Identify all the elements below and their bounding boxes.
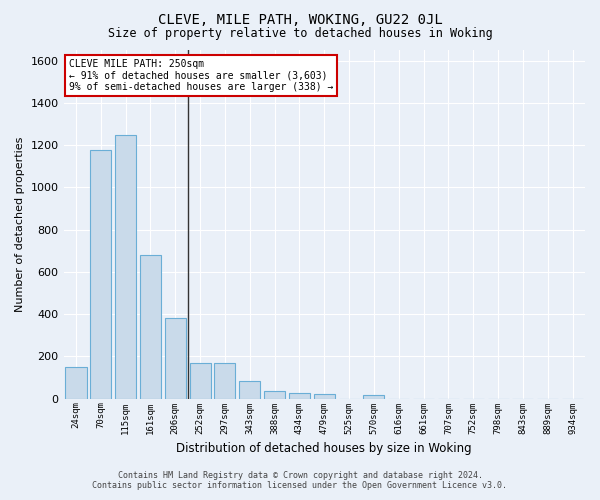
Y-axis label: Number of detached properties: Number of detached properties	[15, 136, 25, 312]
Bar	[65, 367, 86, 398]
Text: CLEVE, MILE PATH, WOKING, GU22 0JL: CLEVE, MILE PATH, WOKING, GU22 0JL	[158, 12, 442, 26]
Text: Size of property relative to detached houses in Woking: Size of property relative to detached ho…	[107, 28, 493, 40]
Bar	[90, 150, 112, 398]
Bar	[190, 362, 211, 398]
Bar	[239, 380, 260, 398]
Bar	[165, 318, 186, 398]
Bar	[314, 394, 335, 398]
Bar	[364, 396, 385, 398]
Text: Contains HM Land Registry data © Crown copyright and database right 2024.
Contai: Contains HM Land Registry data © Crown c…	[92, 470, 508, 490]
X-axis label: Distribution of detached houses by size in Woking: Distribution of detached houses by size …	[176, 442, 472, 455]
Bar	[214, 362, 235, 398]
Bar	[115, 134, 136, 398]
Bar	[140, 255, 161, 398]
Bar	[264, 391, 285, 398]
Bar	[289, 394, 310, 398]
Text: CLEVE MILE PATH: 250sqm
← 91% of detached houses are smaller (3,603)
9% of semi-: CLEVE MILE PATH: 250sqm ← 91% of detache…	[69, 58, 333, 92]
